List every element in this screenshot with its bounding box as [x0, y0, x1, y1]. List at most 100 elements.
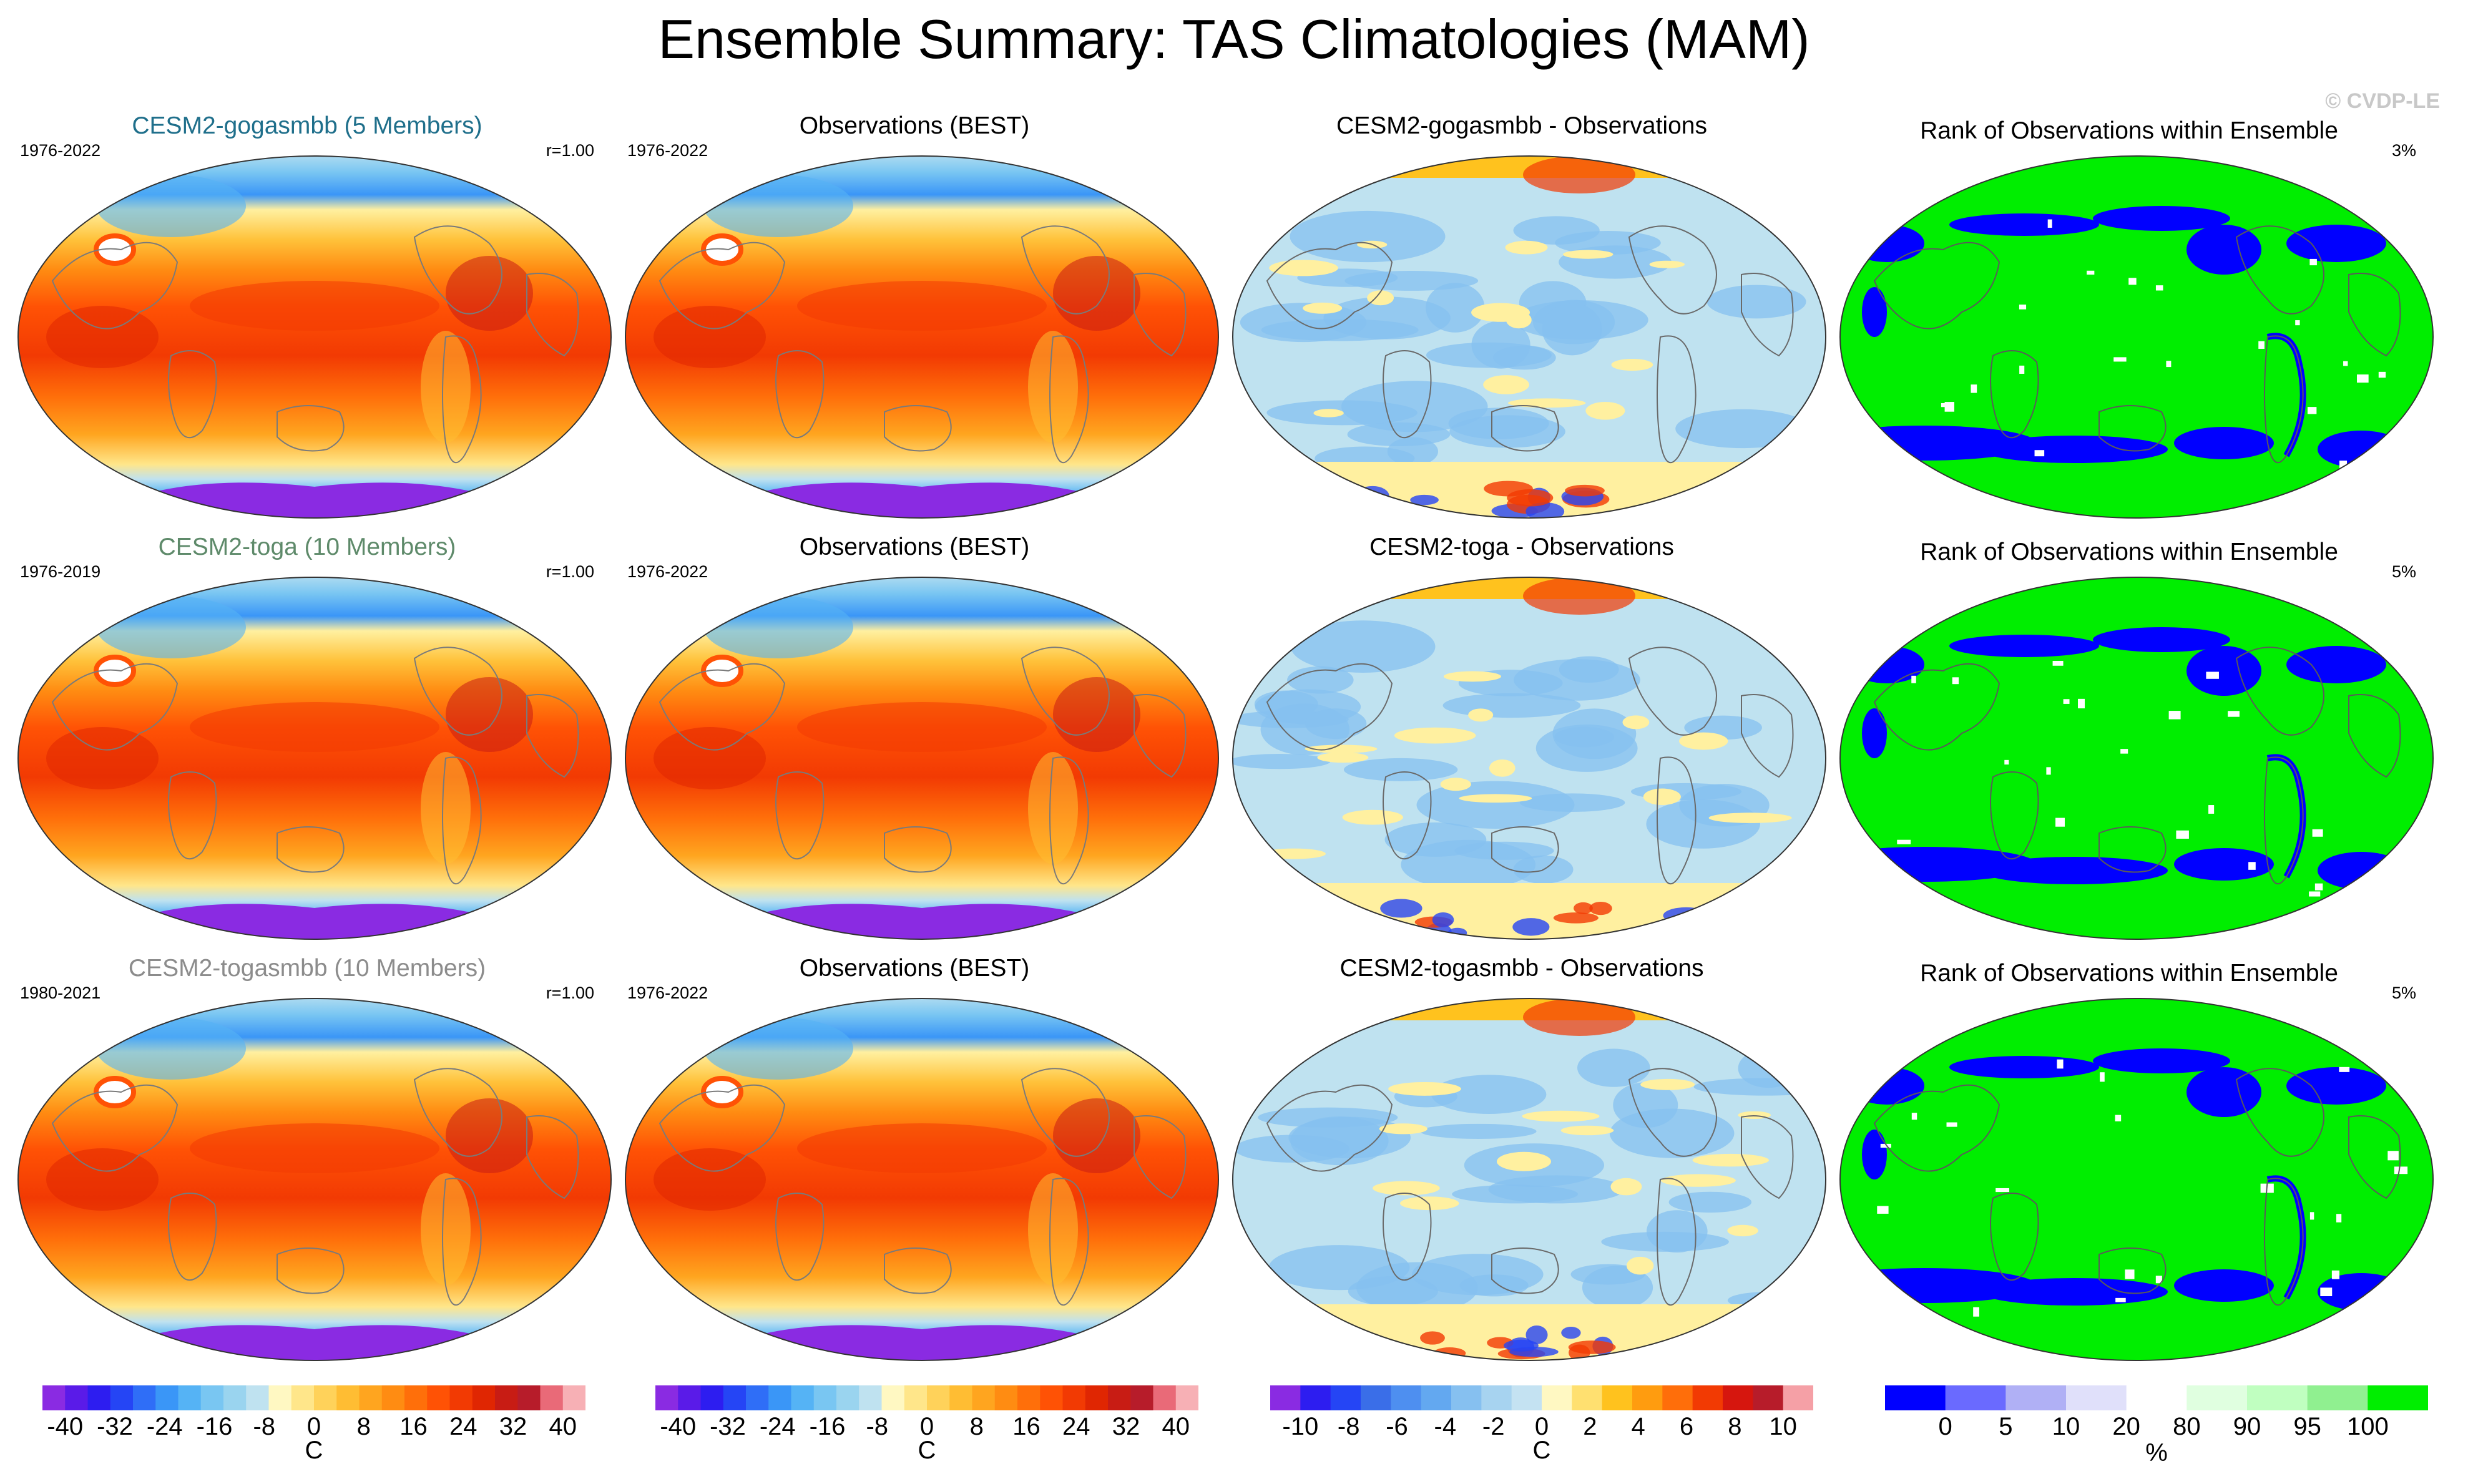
colorbar-box: [1040, 1385, 1063, 1410]
cool-bias-patch: [1387, 437, 1439, 466]
continent-outline: [659, 242, 786, 330]
warm-bias-patch: [1640, 1078, 1695, 1090]
continent-outline: [1873, 242, 2000, 330]
mid-rank-cell: [2004, 759, 2009, 765]
warm-region: [446, 1098, 533, 1173]
continent-outline: [2235, 1068, 2324, 1157]
mid-rank-cell: [2378, 371, 2386, 378]
mid-rank-cell: [2208, 805, 2215, 814]
panel-model-row-3: CESM2-togasmbb (10 Members) 1980-2021 r=1.…: [7, 955, 612, 1376]
continent-outline: [1741, 1115, 1794, 1199]
map-border: [17, 998, 612, 1361]
map-rank: [1839, 998, 2434, 1361]
colorbar-box: [1783, 1385, 1813, 1410]
year-range: 1976-2022: [627, 141, 708, 160]
antarctic-bias-patch: [1525, 502, 1565, 518]
colorbar-box: [2186, 1385, 2248, 1410]
watermark: © CVDP-LE: [2325, 89, 2440, 113]
continent-outline: [442, 335, 482, 464]
continent-outline: [1990, 1193, 2039, 1281]
continent-outline: [1873, 1084, 2000, 1172]
colorbar-tick-label: 5: [1999, 1413, 2013, 1440]
continent-outline: [1990, 771, 2039, 860]
continent-outline: [1021, 225, 1110, 315]
mid-rank-cell: [2248, 862, 2256, 870]
continent-outline: [1657, 1178, 1697, 1306]
warm-region: [46, 306, 159, 368]
continent-outline: [1491, 1247, 1559, 1294]
colorbar-box: [291, 1385, 315, 1410]
colorbar-tick-label: -16: [196, 1413, 233, 1440]
panel-title: CESM2-togasmbb - Observations: [1339, 955, 1704, 982]
panel-model-row-2: CESM2-toga (10 Members) 1976-2019 r=1.00: [7, 534, 612, 955]
colorbar-tick-label: 8: [356, 1413, 371, 1440]
cool-bias-patch: [1577, 1048, 1650, 1087]
continent-outline: [1990, 350, 2039, 439]
continent-outline: [1741, 273, 1794, 357]
cool-bias-patch: [1513, 216, 1600, 245]
pattern-correlation: r=1.00: [546, 141, 594, 160]
warm-bias-patch: [1610, 1178, 1642, 1196]
low-rank-region: [1949, 635, 2099, 657]
continent-outline: [413, 1068, 502, 1157]
colorbar-box: [1692, 1385, 1723, 1410]
warm-region: [46, 1148, 159, 1211]
map-model: [17, 577, 612, 940]
mid-rank-cell: [2166, 361, 2172, 368]
antarctic-bias-patch: [1525, 1325, 1548, 1344]
mid-rank-cell: [2307, 407, 2317, 414]
colorbar-box: [1270, 1385, 1301, 1410]
colorbar-box: [359, 1385, 383, 1410]
continent-outline: [2348, 273, 2401, 357]
antarctic-bias-patch: [1420, 1331, 1445, 1345]
colorbar-box: [517, 1385, 541, 1410]
rank-field: [1840, 156, 2433, 518]
colorbar-box: [1511, 1385, 1542, 1410]
warm-region: [190, 281, 439, 331]
colorbar-tick-label: 100: [2346, 1413, 2389, 1440]
cool-bias-patch: [1233, 754, 1331, 769]
cool-bias-patch: [1601, 1231, 1729, 1252]
map-obs: [625, 577, 1219, 940]
low-rank-region: [2186, 646, 2261, 696]
map-border: [1839, 155, 2434, 519]
map-border: [1839, 998, 2434, 1361]
warm-region: [190, 702, 439, 752]
continent-outline: [1134, 1115, 1187, 1199]
figure-title: Ensemble Summary: TAS Climatologies (MAM…: [658, 8, 1810, 70]
warm-bias-patch: [1305, 744, 1378, 753]
mid-rank-cell: [2336, 1214, 2342, 1223]
low-rank-region: [2186, 1067, 2261, 1117]
continent-outline: [277, 1247, 345, 1294]
colorbar-tick-label: 32: [1112, 1413, 1140, 1440]
colorbar-box: [994, 1385, 1018, 1410]
panel-title: CESM2-togasmbb (10 Members): [128, 955, 486, 982]
colorbar-box: [1753, 1385, 1784, 1410]
tibet-plateau: [94, 233, 136, 266]
colorbar-box: [2126, 1385, 2187, 1410]
warm-bias-patch: [1317, 752, 1369, 763]
colorbar-tick-label: 40: [1162, 1413, 1190, 1440]
map-border: [17, 155, 612, 519]
colorbar-tick-label: 90: [2233, 1413, 2261, 1440]
colorbar-tick-label: -10: [1282, 1413, 1319, 1440]
warm-bias-patch: [1661, 1174, 1736, 1187]
year-range: 1976-2022: [627, 984, 708, 1002]
mid-rank-cell: [1877, 1206, 1889, 1214]
continent-outline: [1021, 1068, 1110, 1157]
tibet-plateau: [701, 233, 743, 266]
cold-region: [703, 175, 853, 237]
colorbar-tick-label: 20: [2112, 1413, 2140, 1440]
continent-outline: [1741, 694, 1794, 778]
low-rank-region: [2286, 225, 2386, 262]
mid-rank-cell: [2357, 374, 2369, 383]
colorbar-tick-label: 8: [1728, 1413, 1742, 1440]
warm-bias-patch: [1468, 708, 1494, 722]
tibet-plateau: [94, 1076, 136, 1108]
mid-rank-cell: [2387, 1151, 2399, 1161]
cold-region: [96, 596, 246, 658]
mid-rank-cell: [2309, 891, 2321, 897]
panel-model-row-1: CESM2-gogasmbb (5 Members) 1976-2022 r=1.0…: [7, 112, 612, 534]
colorbar-tick-label: -6: [1386, 1413, 1408, 1440]
colorbar-box: [2247, 1385, 2308, 1410]
